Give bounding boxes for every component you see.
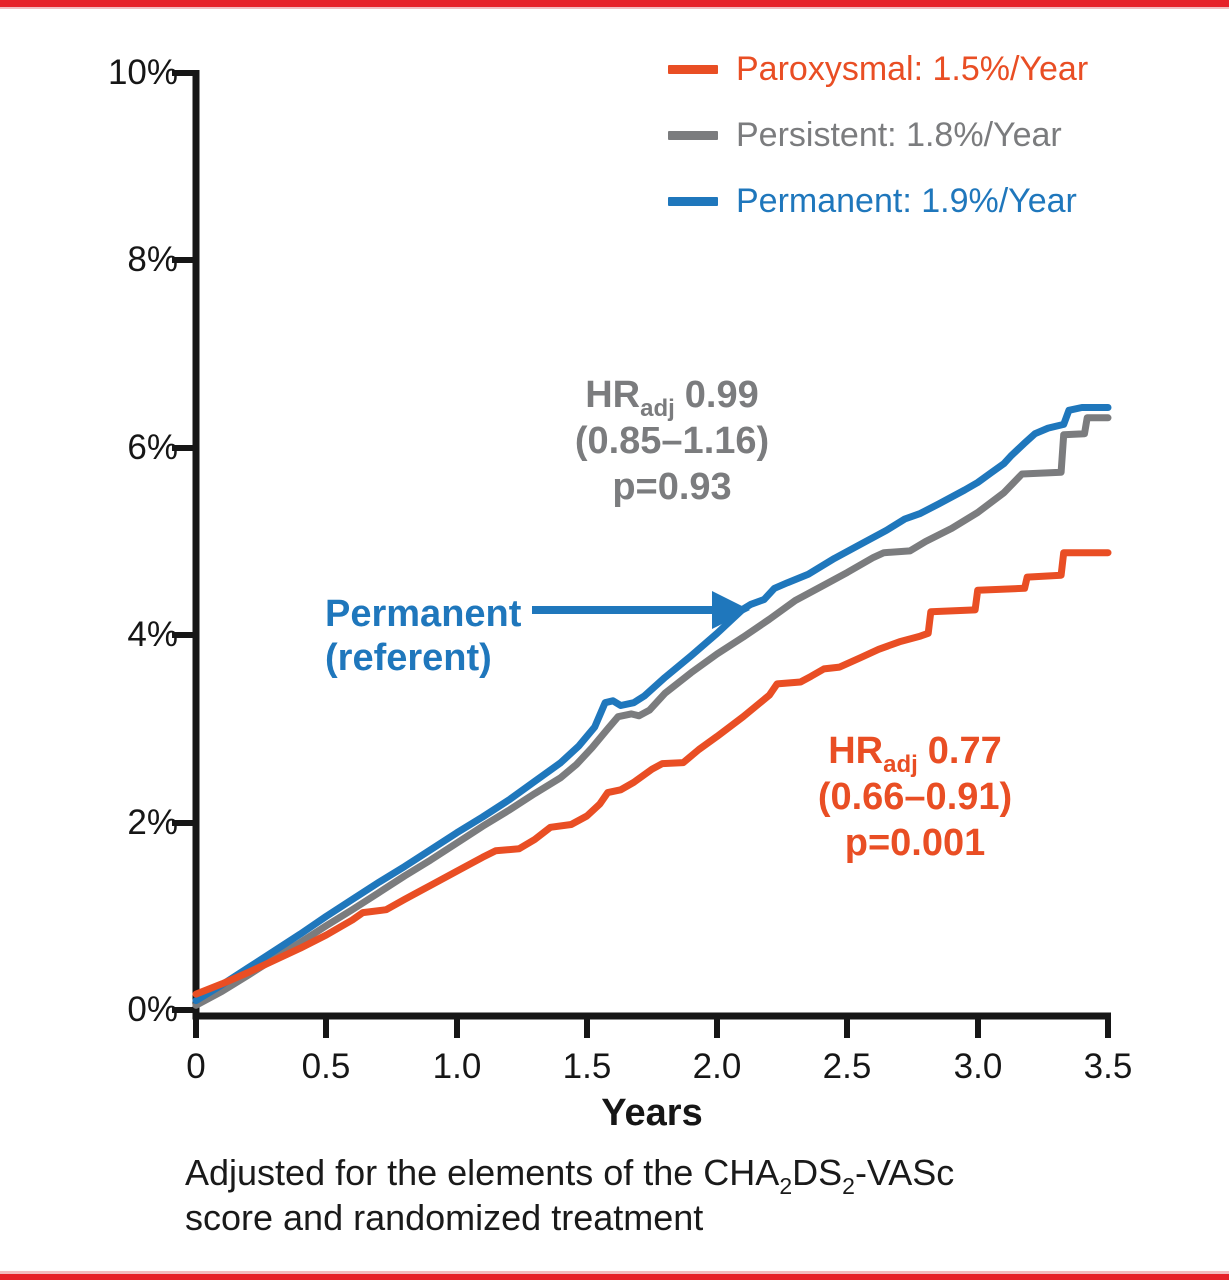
annotation-hr-paroxysmal-line1: HRadj 0.77 [828, 730, 1002, 778]
y-tick-label-8: 8% [127, 240, 178, 279]
annotation-referent-line1: Permanent [325, 593, 522, 635]
top-red-bar [0, 0, 1229, 7]
axes [192, 70, 1111, 1020]
bottom-red-bar-shade [0, 1271, 1229, 1274]
y-tick-label-2: 2% [127, 803, 178, 842]
bottom-red-bar [0, 1274, 1229, 1280]
annotation-hr-persistent-ci: (0.85–1.16) [574, 420, 770, 462]
annotation-referent-line2: (referent) [325, 637, 492, 679]
y-axis-ticks [172, 70, 196, 1013]
top-red-bar-shade [0, 7, 1229, 9]
annotation-hr-paroxysmal: HRadj 0.77 (0.66–0.91) p=0.001 [715, 728, 1115, 866]
legend-swatch-permanent [668, 196, 718, 206]
legend-swatch-paroxysmal [668, 64, 718, 74]
x-tick-label-05: 0.5 [301, 1047, 351, 1086]
x-tick-label-30: 3.0 [953, 1047, 1003, 1086]
annotation-referent-label: Permanent (referent) [325, 592, 521, 680]
legend-swatch-persistent [668, 130, 718, 140]
legend-item-persistent: Persistent: 1.8%/Year [668, 113, 1062, 157]
x-tick-label-35: 3.5 [1083, 1047, 1133, 1086]
annotation-hr-persistent-line1: HRadj 0.99 [585, 374, 759, 422]
annotation-hr-paroxysmal-p: p=0.001 [844, 822, 986, 864]
y-tick-label-6: 6% [127, 428, 178, 467]
x-tick-label-0: 0 [186, 1047, 206, 1086]
annotation-hr-persistent-p: p=0.93 [612, 466, 732, 508]
y-tick-label-10: 10% [107, 53, 178, 92]
x-tick-label-20: 2.0 [692, 1047, 742, 1086]
survival-curves [192, 404, 1112, 1009]
y-tick-label-0: 0% [127, 990, 178, 1029]
legend-label-permanent: Permanent: 1.9%/Year [736, 181, 1077, 220]
footnote-line2: score and randomized treatment [185, 1197, 704, 1238]
referent-arrow-head [712, 591, 750, 629]
x-tick-label-15: 1.5 [562, 1047, 612, 1086]
curve-paroxysmal [192, 549, 1112, 998]
footnote: Adjusted for the elements of the CHA2DS2… [185, 1150, 954, 1240]
x-axis-ticks [193, 1016, 1111, 1038]
curve-permanent [192, 404, 1112, 1005]
legend-label-persistent: Persistent: 1.8%/Year [736, 115, 1062, 154]
footnote-line1: Adjusted for the elements of the CHA2DS2… [185, 1152, 955, 1199]
x-tick-label-25: 2.5 [822, 1047, 872, 1086]
legend-item-paroxysmal: Paroxysmal: 1.5%/Year [668, 47, 1088, 91]
curve-persistent [192, 414, 1112, 1009]
x-tick-label-10: 1.0 [432, 1047, 482, 1086]
x-axis-title: Years [601, 1092, 703, 1134]
annotation-hr-paroxysmal-ci: (0.66–0.91) [817, 776, 1013, 818]
legend-label-paroxysmal: Paroxysmal: 1.5%/Year [736, 49, 1089, 88]
referent-arrow [532, 591, 750, 629]
annotation-hr-persistent: HRadj 0.99 (0.85–1.16) p=0.93 [472, 372, 872, 510]
legend-item-permanent: Permanent: 1.9%/Year [668, 179, 1077, 223]
y-tick-label-4: 4% [127, 615, 178, 654]
